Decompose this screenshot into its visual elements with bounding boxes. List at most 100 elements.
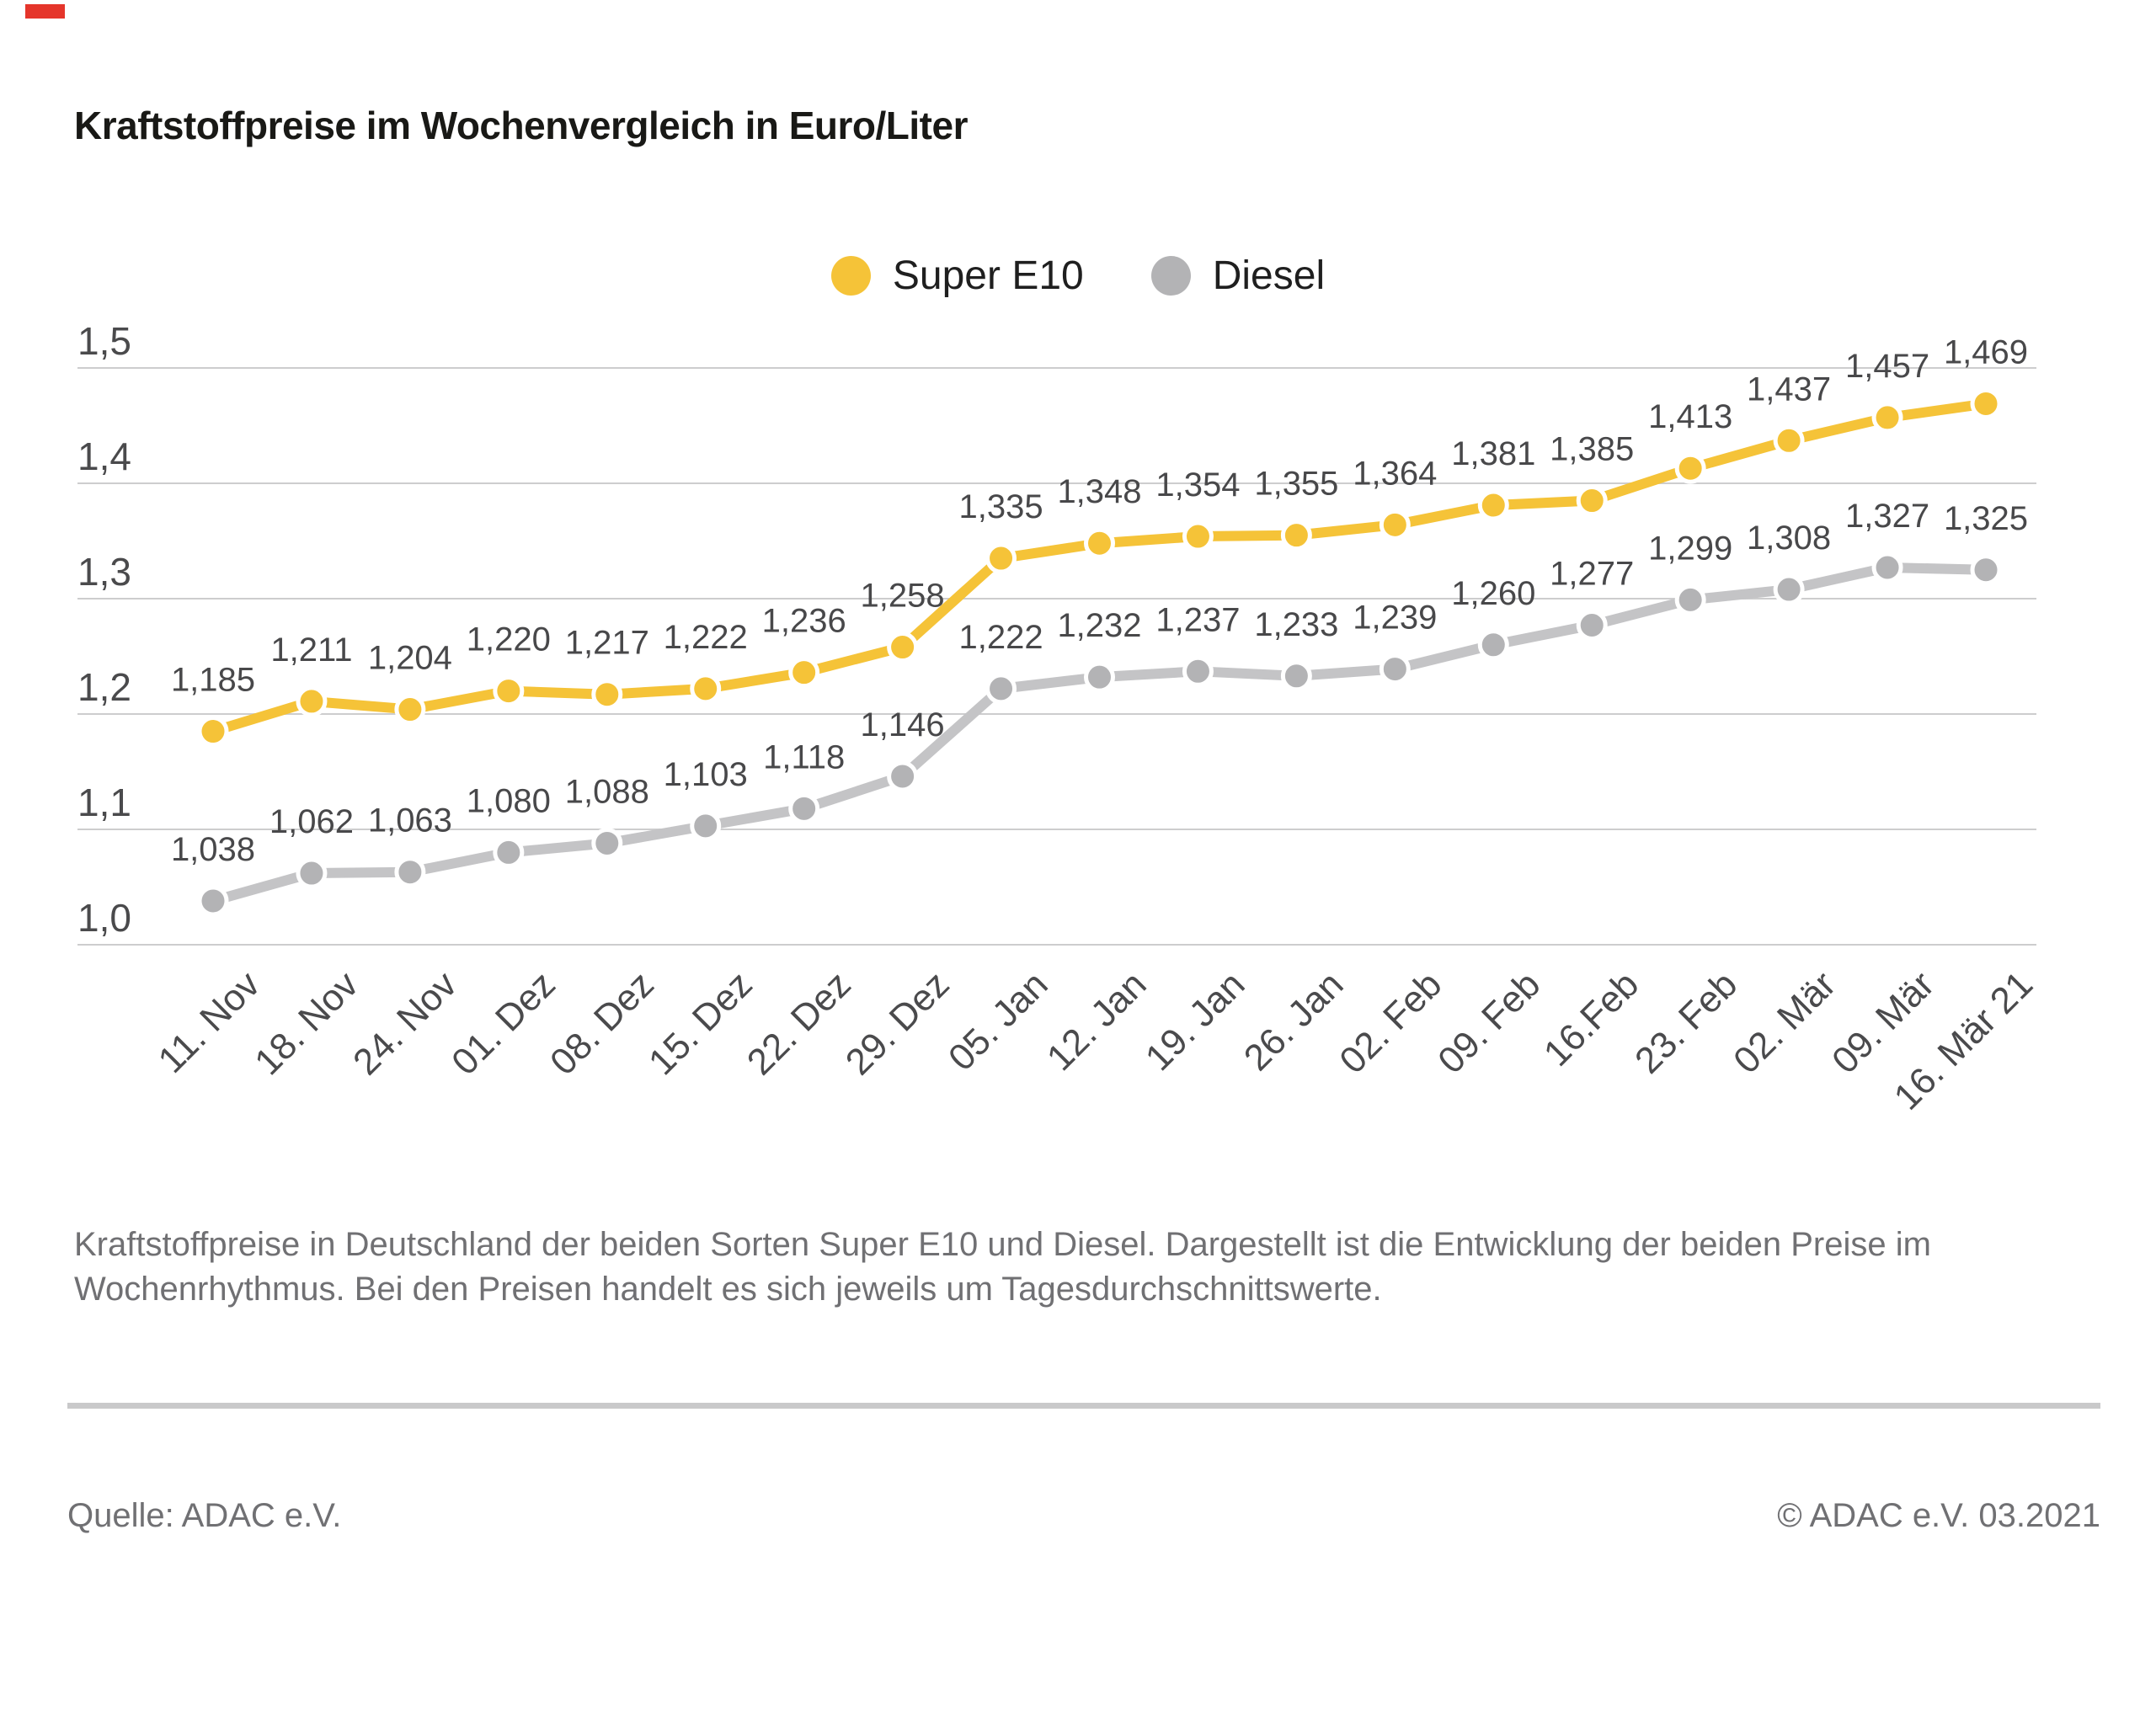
value-label: 1,381	[1451, 435, 1535, 472]
data-point	[1970, 554, 2002, 586]
data-point	[1182, 520, 1214, 552]
value-label: 1,327	[1845, 498, 1929, 535]
value-label: 1,437	[1747, 370, 1831, 408]
data-point	[1576, 485, 1608, 517]
x-axis-label: 19. Jan	[1138, 963, 1253, 1079]
value-label: 1,260	[1451, 575, 1535, 612]
value-label: 1,385	[1550, 431, 1634, 468]
data-point	[197, 885, 229, 917]
y-axis-label: 1,3	[77, 550, 131, 594]
data-point	[1576, 610, 1608, 642]
value-label: 1,217	[565, 625, 649, 662]
value-label: 1,222	[959, 619, 1043, 656]
value-label: 1,063	[368, 802, 452, 839]
y-axis-label: 1,5	[77, 319, 131, 363]
data-point	[591, 679, 623, 711]
diesel-points: 1,038 1,062 1,063 1,080 1,088 1,103 1,118 1,146…	[171, 498, 2028, 917]
data-point	[690, 673, 722, 705]
legend-item-super-e10: Super E10	[830, 253, 1084, 299]
x-axis-label: 01. Dez	[444, 963, 563, 1083]
data-point	[296, 685, 328, 717]
data-point	[1871, 402, 1903, 434]
data-point	[1674, 584, 1706, 616]
value-label: 1,233	[1254, 606, 1338, 643]
x-axis-label: 22. Dez	[739, 963, 859, 1083]
value-label: 1,222	[664, 619, 748, 656]
data-point	[493, 675, 525, 707]
y-axis-label: 1,0	[77, 896, 131, 940]
data-point	[1477, 629, 1509, 661]
value-label: 1,469	[1944, 333, 2028, 370]
diesel-dot-icon	[1150, 256, 1191, 296]
data-point	[394, 694, 426, 726]
caption-line-2: Wochenrhythmus. Bei den Preisen handelt …	[74, 1270, 1382, 1308]
value-label: 1,220	[467, 621, 551, 658]
caption-line-1: Kraftstoffpreise in Deutschland der beid…	[74, 1226, 1931, 1263]
data-point	[1674, 452, 1706, 484]
x-axis-label: 23. Feb	[1627, 963, 1745, 1081]
data-point	[887, 760, 919, 792]
data-point	[1477, 489, 1509, 521]
data-point	[1379, 509, 1411, 541]
data-point	[985, 542, 1017, 574]
value-label: 1,258	[861, 578, 945, 615]
source-note: Quelle: ADAC e.V.	[67, 1497, 342, 1534]
value-label: 1,277	[1550, 556, 1634, 593]
x-axis-label: 08. Dez	[542, 963, 662, 1083]
value-label: 1,080	[467, 782, 551, 819]
value-label: 1,308	[1747, 520, 1831, 557]
data-point	[1084, 527, 1115, 559]
data-point	[591, 827, 623, 859]
value-label: 1,364	[1353, 455, 1437, 492]
copyright-note: © ADAC e.V. 03.2021	[1777, 1497, 2100, 1534]
data-point	[1084, 661, 1115, 693]
x-axis-label: 24. Nov	[345, 963, 465, 1083]
legend-label-diesel: Diesel	[1212, 253, 1326, 298]
data-point	[1379, 653, 1411, 685]
data-point	[887, 632, 919, 663]
value-label: 1,185	[171, 662, 255, 699]
data-point	[1871, 552, 1903, 584]
x-axis-label: 09. Feb	[1430, 963, 1548, 1081]
y-axis-label: 1,1	[77, 781, 131, 824]
value-label: 1,413	[1648, 398, 1732, 435]
value-label: 1,354	[1155, 466, 1240, 504]
value-label: 1,204	[368, 640, 452, 677]
x-axis-label: 16.Feb	[1536, 963, 1647, 1074]
value-label: 1,038	[171, 831, 255, 868]
data-point	[493, 836, 525, 868]
value-label: 1,457	[1845, 348, 1929, 385]
value-label: 1,232	[1057, 607, 1141, 644]
x-axis-label: 02. Mär	[1726, 963, 1844, 1081]
data-point	[788, 657, 820, 689]
footer-divider	[67, 1403, 2100, 1409]
x-axis-label: 05. Jan	[941, 963, 1056, 1079]
x-axis-label: 11. Nov	[151, 963, 269, 1081]
value-label: 1,211	[270, 632, 352, 669]
value-label: 1,103	[664, 756, 748, 793]
value-label: 1,236	[762, 603, 846, 640]
data-point	[1773, 573, 1805, 605]
legend-label-super-e10: Super E10	[892, 253, 1084, 298]
x-axis-label: 02. Feb	[1331, 963, 1449, 1081]
data-point	[1280, 660, 1312, 692]
data-point	[788, 792, 820, 824]
corner-mark	[25, 4, 65, 19]
x-axis-label: 29. Dez	[838, 963, 958, 1083]
legend-item-diesel: Diesel	[1150, 253, 1326, 299]
x-axis-label: 12. Jan	[1039, 963, 1155, 1079]
value-label: 1,335	[959, 488, 1043, 525]
data-point	[1280, 520, 1312, 552]
data-point	[1182, 655, 1214, 687]
data-point	[985, 673, 1017, 705]
value-label: 1,062	[270, 803, 354, 840]
value-label: 1,355	[1254, 466, 1338, 503]
value-label: 1,239	[1353, 600, 1437, 637]
data-point	[394, 856, 426, 888]
x-axis-label: 15. Dez	[641, 963, 760, 1083]
x-axis-label: 18. Nov	[247, 963, 366, 1083]
value-label: 1,299	[1648, 530, 1732, 567]
